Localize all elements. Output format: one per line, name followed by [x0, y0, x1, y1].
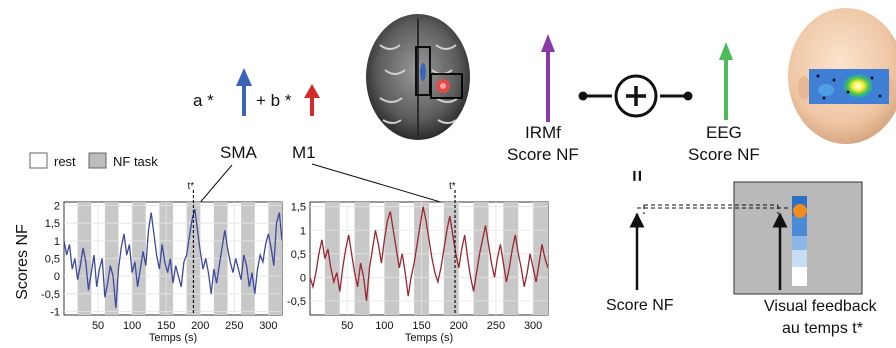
legend-task-swatch: [88, 152, 107, 169]
sma-up-arrow-icon: [236, 68, 252, 116]
visual-feedback-panel: [629, 181, 863, 295]
x-tick-label: 250: [225, 320, 243, 332]
y-tick-label: 0: [300, 272, 306, 284]
m1-nf-score-chart: t* 1,5 1 0,5 0 -0,5 50 100 150 200 250 300 Temps …: [287, 181, 549, 344]
sum-combiner: [578, 74, 693, 118]
y-tick-label: 0,5: [45, 254, 60, 266]
weighted-sum-formula: a * + b *: [193, 68, 320, 116]
y-tick-label: 1,5: [291, 202, 306, 214]
y-tick-label: 0: [54, 271, 60, 283]
legend-task-label: NF task: [113, 154, 158, 169]
task-block-band: [324, 202, 340, 315]
sma-series-line: [63, 208, 283, 308]
fmri-score-label: Score NF: [507, 145, 579, 164]
y-tick-label: 2: [54, 201, 60, 213]
eeg-head-image: [788, 8, 896, 144]
y-tick-label: -0,5: [41, 289, 60, 301]
task-block-band: [473, 202, 489, 315]
sma-nf-score-chart: t* 2 1,5 1 0,5 0 -0,5 -1 50 100 150 200 250 300 Tem…: [14, 181, 283, 344]
x-tick-label: 150: [157, 320, 175, 332]
x-tick-label: 200: [450, 320, 468, 332]
y-tick-label: 0,5: [291, 249, 306, 261]
sma-activation-blob: [420, 63, 426, 81]
x-tick-label: 100: [375, 320, 393, 332]
gauge-level-3: [792, 216, 807, 236]
formula-a-prefix: a *: [193, 91, 214, 110]
x-tick-label: 200: [191, 320, 209, 332]
x-tick-label: 300: [524, 320, 542, 332]
eeg-label: EEG: [706, 123, 742, 142]
x-tick-label: 300: [259, 320, 277, 332]
m1-label: M1: [292, 143, 316, 162]
chart-right-xlabel: Temps (s): [405, 332, 453, 344]
visual-feedback-time-label: au temps t*: [782, 320, 863, 337]
m1-up-arrow-icon: [304, 84, 320, 116]
equals-sign: =: [625, 170, 647, 182]
gauge-level-0: [792, 267, 807, 286]
fmri-score-arrow-icon: [541, 34, 555, 122]
brain-slice-image: [366, 14, 470, 140]
y-tick-label: -1: [50, 306, 60, 318]
chart-left-ylabel: Scores NF: [14, 224, 31, 300]
sma-tstar-label: t*: [187, 181, 194, 192]
sma-label: SMA: [220, 143, 258, 162]
x-tick-label: 50: [92, 320, 104, 332]
legend-rest-swatch: [29, 152, 48, 169]
y-tick-label: -0,5: [287, 296, 306, 308]
x-tick-label: 50: [341, 320, 353, 332]
legend-rest-label: rest: [54, 154, 76, 169]
task-block-band: [533, 202, 548, 315]
x-tick-label: 150: [412, 320, 430, 332]
m1-roi-box: [430, 73, 463, 99]
chart-left-xlabel: Temps (s): [149, 332, 197, 344]
visual-feedback-label: Visual feedback: [764, 298, 878, 315]
formula-b-prefix: + b *: [256, 91, 292, 110]
legend: rest NF task: [29, 152, 158, 169]
y-tick-label: 1: [54, 236, 60, 248]
y-tick-label: 1,5: [45, 218, 60, 230]
fmri-label: IRMf: [525, 123, 561, 142]
eeg-score-label: Score NF: [688, 145, 760, 164]
feedback-marker-ball: [793, 204, 807, 218]
y-tick-label: 1: [300, 225, 306, 237]
score-nf-label: Score NF: [606, 297, 674, 314]
m1-series-line: [309, 206, 549, 301]
m1-connector: [311, 163, 455, 208]
sma-roi-box: [415, 46, 431, 96]
m1-tstar-label: t*: [449, 181, 456, 192]
x-tick-label: 100: [123, 320, 141, 332]
gauge-level-1: [792, 250, 807, 267]
gauge-level-2: [792, 236, 807, 250]
eeg-score-arrow-icon: [719, 42, 733, 120]
x-tick-label: 250: [487, 320, 505, 332]
